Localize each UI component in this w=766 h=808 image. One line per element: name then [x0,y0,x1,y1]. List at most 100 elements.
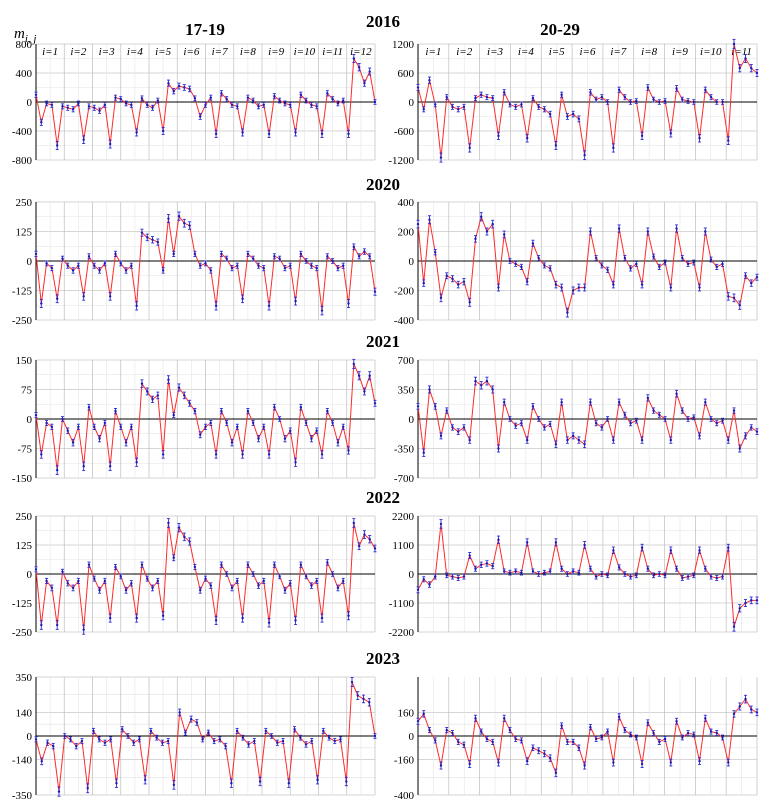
data-point [236,425,239,429]
data-point [704,400,707,404]
data-point [146,103,149,107]
data-point [709,575,713,578]
data-point [457,283,460,286]
data-point [283,266,287,270]
data-point [462,575,466,578]
data-point [220,252,223,256]
data-point [45,421,48,425]
column-title-20-29: 20-29 [540,20,580,39]
data-point [474,567,477,570]
data-point [445,574,448,577]
data-point [623,413,627,416]
data-point [560,400,563,404]
data-point [514,105,517,109]
data-point [66,582,69,585]
y-tick-label: 75 [21,385,33,397]
data-point [755,276,759,279]
data-point [299,93,303,96]
data-point [373,547,377,550]
data-point [744,274,747,277]
data-point [698,549,701,552]
data-point [468,762,471,766]
data-point [589,230,592,233]
data-point [750,426,753,429]
data-point [525,280,529,283]
y-tick-label: 1100 [392,540,414,552]
data-point [451,731,454,735]
data-point [652,409,655,412]
data-point [566,115,569,118]
data-point [497,447,500,450]
data-point [241,736,245,739]
data-point [289,264,292,267]
data-point [331,421,334,425]
data-point [571,112,575,116]
group-label: i=4 [127,46,143,58]
data-point [629,100,632,104]
data-point [352,521,356,525]
data-point [357,255,361,258]
data-point [416,588,420,592]
data-point [548,756,552,760]
data-point [161,453,165,456]
data-point [363,81,366,85]
data-point [246,252,250,256]
data-point [151,238,154,241]
y-tick-label: 250 [16,197,33,209]
y-tick-label: 160 [398,707,415,719]
data-point [209,269,212,272]
data-point [304,575,308,578]
series-line [417,43,758,158]
data-point [281,739,285,743]
data-point [132,741,135,744]
data-point [304,743,308,746]
data-point [299,736,302,739]
data-point [130,582,133,585]
data-point [161,269,165,272]
data-point [416,86,420,89]
data-point [514,424,517,427]
data-point [491,564,494,568]
data-point [322,729,325,733]
data-point [294,299,297,303]
data-point [439,764,443,767]
data-point [61,570,64,573]
y-tick-label: 200 [398,227,415,239]
data-point [304,259,308,263]
data-point [347,449,350,452]
data-point [468,438,471,442]
data-point [721,736,724,739]
y-tick-label: -400 [394,315,415,327]
data-point [669,286,673,289]
data-point [146,577,149,580]
data-point [445,728,448,732]
data-point [485,379,489,383]
data-point [151,398,154,401]
data-point [560,93,563,96]
data-point [278,575,281,578]
data-point [57,790,61,793]
data-point [50,103,54,107]
data-point [434,405,437,408]
data-point [554,443,558,446]
series-line [417,698,758,774]
data-point [600,426,604,429]
data-point [548,112,552,116]
data-point [623,256,627,260]
data-point [663,417,667,421]
data-point [681,736,684,739]
data-point [368,701,371,704]
data-point [225,257,228,260]
data-point [108,465,112,468]
panel-2020-17-19: -250 -125 0 125 250 [12,197,377,327]
data-point [55,297,59,300]
data-point [669,132,673,135]
data-point [422,451,425,454]
data-point [704,88,707,92]
data-point [225,421,228,425]
data-point [345,780,348,783]
y-tick-label: -125 [12,598,33,610]
data-point [617,227,621,230]
group-label: i=5 [155,46,171,58]
data-point [497,134,500,138]
